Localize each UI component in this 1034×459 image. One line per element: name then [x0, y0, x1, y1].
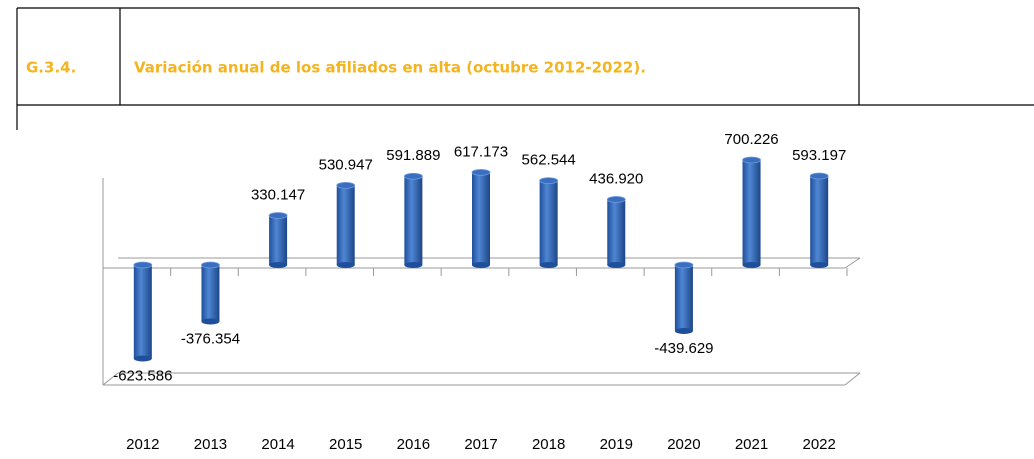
bar-bottom-cap	[742, 262, 761, 268]
bar	[472, 172, 490, 265]
bar-top-cap	[742, 156, 761, 164]
bar-top-cap	[606, 196, 626, 203]
bar-bottom-cap	[336, 262, 355, 268]
x-tick-label: 2017	[464, 436, 497, 453]
bar	[404, 176, 423, 265]
bar-bottom-cap	[472, 262, 490, 268]
bar-top-cap	[539, 177, 559, 185]
data-label: -376.354	[181, 330, 240, 347]
data-label: 593.197	[792, 147, 846, 164]
data-label: 562.544	[522, 152, 576, 169]
bar	[336, 185, 355, 265]
x-tick-label: 2014	[261, 436, 294, 453]
data-label: -623.586	[113, 368, 172, 385]
bar-bottom-cap	[133, 355, 152, 362]
x-tick-label: 2018	[532, 436, 565, 453]
x-tick-label: 2021	[735, 436, 768, 453]
bar-top-cap	[133, 261, 153, 269]
bar	[742, 159, 761, 265]
bar-top-cap	[336, 181, 356, 189]
bar	[810, 176, 829, 265]
data-label: 530.947	[319, 156, 373, 173]
data-label: 700.226	[724, 131, 778, 148]
x-tick-label: 2013	[194, 436, 227, 453]
bar-top-cap	[403, 172, 423, 180]
bar	[269, 215, 288, 265]
bar-bottom-cap	[269, 262, 288, 268]
bar	[674, 265, 693, 331]
bar-top-cap	[471, 169, 491, 176]
bar-bottom-cap	[201, 318, 220, 325]
data-label: 617.173	[454, 143, 508, 160]
bar	[201, 265, 220, 322]
bar-bottom-cap	[810, 262, 829, 268]
x-tick-label: 2020	[667, 436, 700, 453]
bar	[607, 199, 626, 265]
x-tick-label: 2016	[397, 436, 430, 453]
figure-code: G.3.4.	[26, 59, 76, 77]
bar-bottom-cap	[404, 262, 423, 268]
data-label: 591.889	[386, 147, 440, 164]
bar-bottom-cap	[539, 262, 558, 268]
x-tick-label: 2015	[329, 436, 362, 453]
data-label: -439.629	[654, 340, 713, 357]
figure-title: Variación anual de los afiliados en alta…	[134, 59, 646, 77]
header-table	[16, 7, 1034, 130]
bar-top-cap	[268, 212, 288, 219]
plot-frame	[102, 178, 861, 386]
bar-top-cap	[674, 261, 694, 269]
bar	[539, 180, 558, 265]
x-tick-label: 2022	[802, 436, 835, 453]
bar-top-cap	[201, 261, 220, 269]
x-tick-label: 2019	[600, 436, 633, 453]
x-tick-label: 2012	[126, 436, 159, 453]
bar	[133, 265, 152, 359]
data-label: 436.920	[589, 170, 643, 187]
bar-top-cap	[809, 172, 829, 180]
bar-bottom-cap	[674, 327, 693, 334]
data-label: 330.147	[251, 186, 305, 203]
bar-bottom-cap	[607, 262, 626, 268]
